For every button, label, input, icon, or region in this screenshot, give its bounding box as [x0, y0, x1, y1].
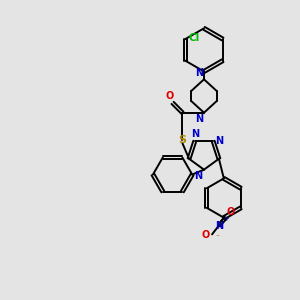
- Text: O: O: [202, 230, 210, 240]
- Text: +: +: [223, 216, 229, 222]
- Text: O: O: [166, 91, 174, 101]
- Text: N: N: [195, 68, 203, 78]
- Text: Cl: Cl: [188, 33, 200, 43]
- Text: S: S: [178, 135, 186, 145]
- Text: N: N: [215, 136, 223, 146]
- Text: N: N: [194, 171, 202, 181]
- Text: O: O: [227, 207, 235, 217]
- Text: N: N: [195, 114, 203, 124]
- Text: N: N: [215, 220, 223, 230]
- Text: ⁻: ⁻: [215, 233, 219, 242]
- Text: N: N: [191, 129, 199, 139]
